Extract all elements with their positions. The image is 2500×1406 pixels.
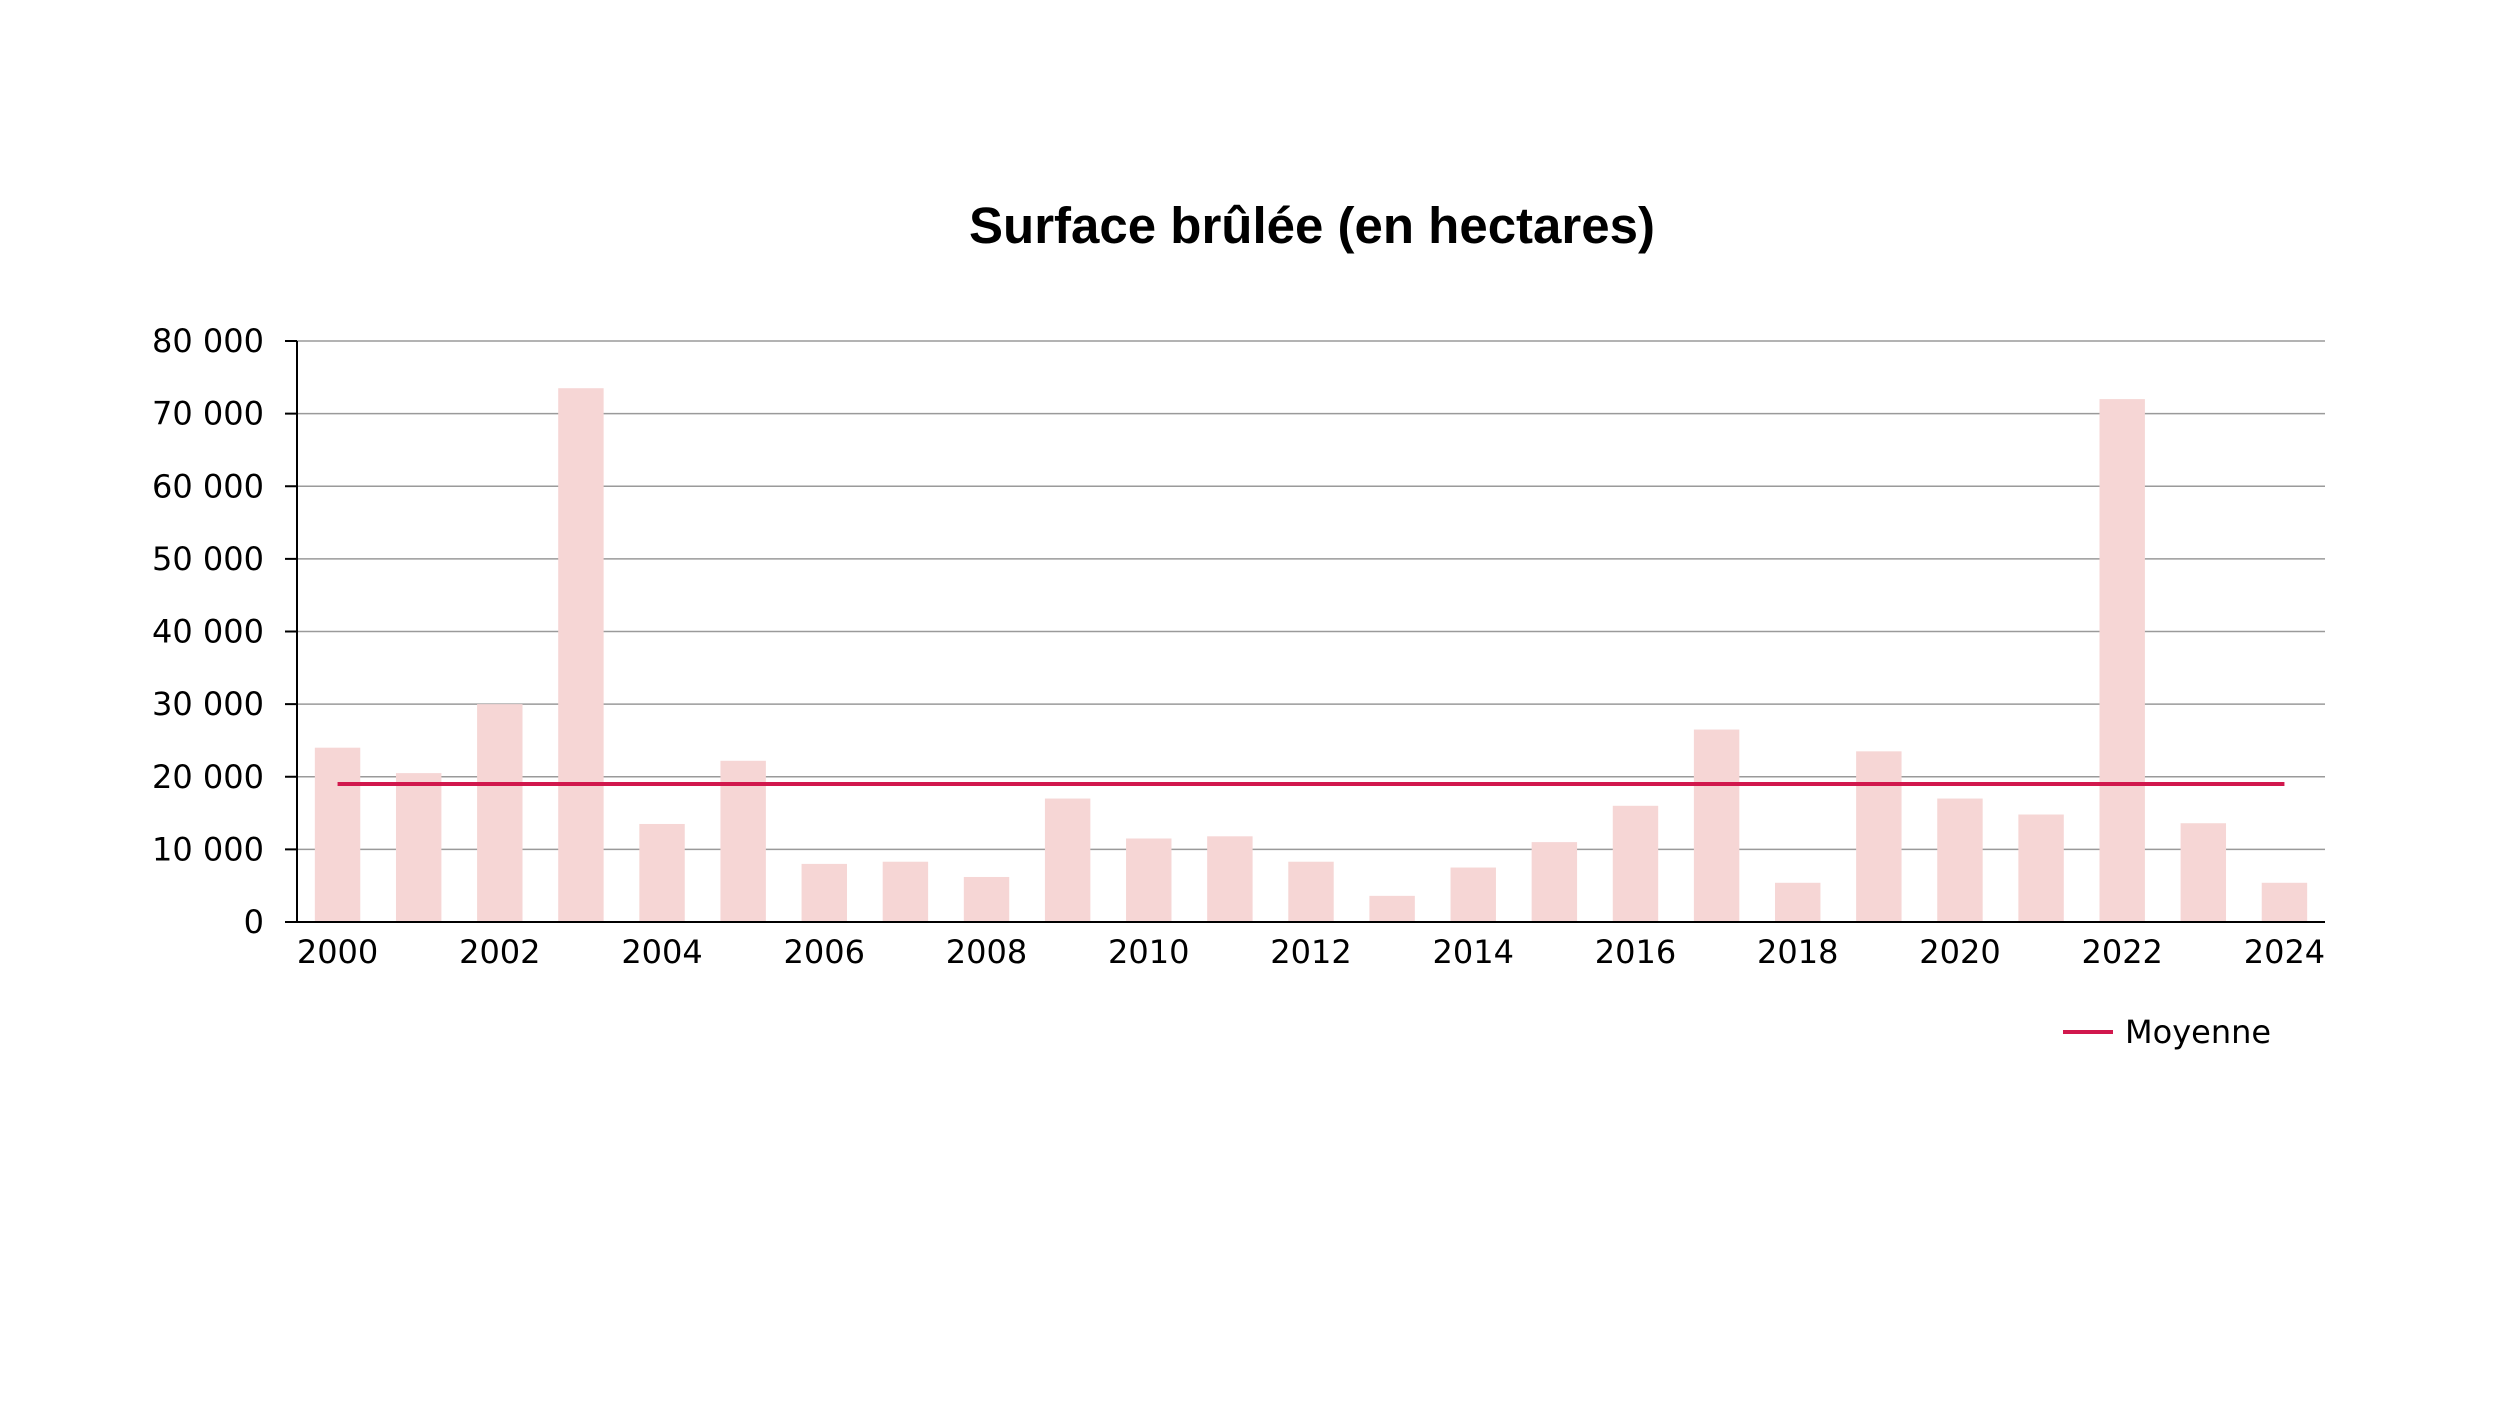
x-tick-label-2014: 2014 bbox=[1433, 933, 1514, 971]
x-tick-label-2020: 2020 bbox=[1919, 933, 2000, 971]
y-tick-label-40000: 40 000 bbox=[152, 613, 264, 651]
x-tick-label-2000: 2000 bbox=[297, 933, 378, 971]
bar-2016 bbox=[1612, 805, 1659, 922]
x-axis-tick-labels: 2000 2002 2004 2006 2008 2010 2012 2014 2016 2018… bbox=[297, 933, 2325, 971]
bar-2017 bbox=[1693, 729, 1740, 922]
y-tick-label-30000: 30 000 bbox=[152, 685, 264, 723]
x-tick-label-2006: 2006 bbox=[784, 933, 865, 971]
x-tick-label-2008: 2008 bbox=[946, 933, 1027, 971]
bar-2002 bbox=[477, 704, 523, 922]
bar-2009 bbox=[1044, 798, 1091, 922]
bar-2008 bbox=[963, 876, 1010, 922]
y-tick-label-10000: 10 000 bbox=[152, 830, 264, 868]
chart-title: Surface brûlée (en hectares) bbox=[969, 197, 1655, 254]
bar-2018 bbox=[1775, 882, 1821, 922]
bar-2021 bbox=[2018, 814, 2064, 922]
x-tick-label-2010: 2010 bbox=[1108, 933, 1189, 971]
bar-2024 bbox=[2261, 882, 2308, 922]
y-tick-label-20000: 20 000 bbox=[152, 758, 264, 796]
axes bbox=[285, 340, 2325, 923]
y-tick-label-60000: 60 000 bbox=[152, 467, 264, 505]
bar-2006 bbox=[801, 863, 847, 922]
x-tick-label-2018: 2018 bbox=[1757, 933, 1838, 971]
bar-2000 bbox=[314, 747, 361, 922]
bar-2013 bbox=[1369, 895, 1415, 922]
bar-2011 bbox=[1207, 836, 1253, 922]
bar-2022 bbox=[2099, 399, 2145, 923]
bar-2023 bbox=[2180, 823, 2227, 922]
bar-2019 bbox=[1856, 751, 1902, 922]
legend: Moyenne bbox=[2063, 1013, 2271, 1051]
y-tick-label-80000: 80 000 bbox=[152, 322, 264, 360]
bar-2010 bbox=[1126, 838, 1172, 922]
gridlines bbox=[297, 340, 2325, 851]
bar-2014 bbox=[1450, 867, 1496, 922]
legend-label-moyenne: Moyenne bbox=[2125, 1013, 2271, 1051]
x-tick-label-2012: 2012 bbox=[1270, 933, 1351, 971]
bar-2012 bbox=[1288, 861, 1334, 922]
bars bbox=[314, 388, 2308, 923]
x-tick-label-2022: 2022 bbox=[2081, 933, 2162, 971]
bar-2004 bbox=[639, 823, 685, 922]
bar-2020 bbox=[1937, 798, 1983, 922]
y-tick-label-70000: 70 000 bbox=[152, 395, 264, 433]
bar-2015 bbox=[1531, 842, 1578, 922]
y-axis-tick-labels: 0 10 000 20 000 30 000 40 000 50 000 60 000 70 … bbox=[152, 322, 264, 941]
bar-2003 bbox=[558, 388, 604, 922]
bar-2001 bbox=[395, 773, 442, 922]
bar-2007 bbox=[882, 861, 929, 922]
y-tick-label-0: 0 bbox=[244, 903, 264, 941]
y-tick-label-50000: 50 000 bbox=[152, 540, 264, 578]
x-tick-label-2016: 2016 bbox=[1595, 933, 1676, 971]
x-tick-label-2004: 2004 bbox=[621, 933, 702, 971]
x-tick-label-2002: 2002 bbox=[459, 933, 540, 971]
bar-2005 bbox=[720, 760, 766, 922]
x-tick-label-2024: 2024 bbox=[2244, 933, 2325, 971]
